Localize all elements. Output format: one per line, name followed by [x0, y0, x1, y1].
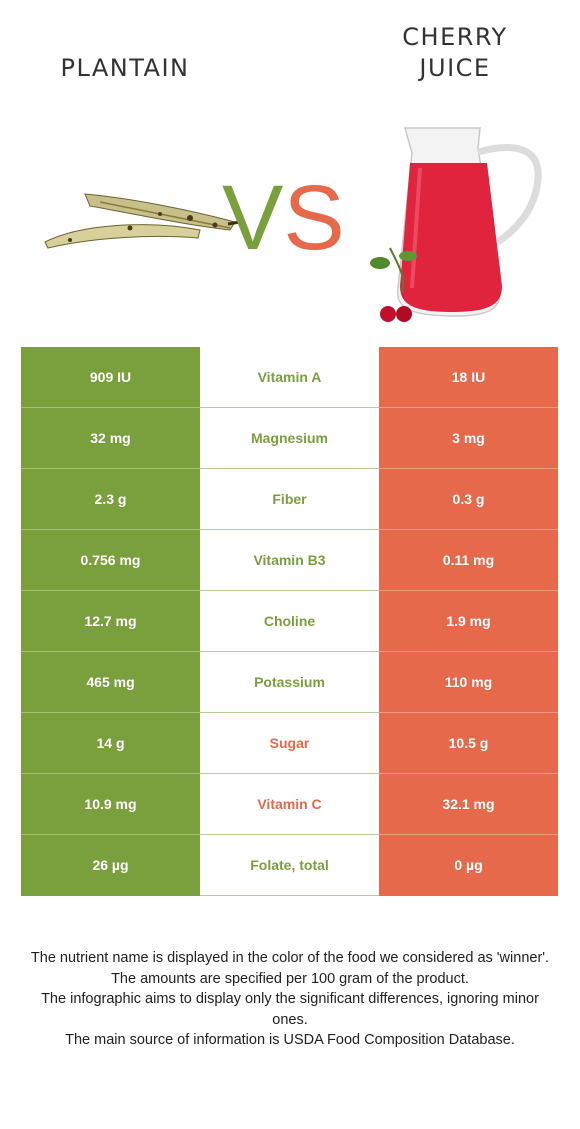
left-value: 32 mg [21, 407, 200, 469]
vs-v: V [222, 167, 284, 269]
footnote-significance: The infographic aims to display only the… [41, 991, 539, 1028]
left-value: 10.9 mg [21, 773, 200, 835]
table-row: 0.756 mg Vitamin B3 0.11 mg [21, 529, 558, 591]
plantain-image [44, 193, 240, 249]
right-value: 3 mg [379, 407, 558, 469]
right-value: 1.9 mg [379, 590, 558, 652]
table-row: 465 mg Potassium 110 mg [21, 651, 558, 713]
nutrient-name: Vitamin B3 [200, 529, 379, 591]
left-value: 909 IU [21, 347, 200, 408]
right-value: 10.5 g [379, 712, 558, 774]
right-food-name: CHERRY JUICE [402, 23, 508, 82]
table-row: 12.7 mg Choline 1.9 mg [21, 590, 558, 652]
vs-label: VS [222, 168, 345, 268]
right-value: 0.3 g [379, 468, 558, 530]
table-row: 26 µg Folate, total 0 µg [21, 834, 558, 896]
left-value: 12.7 mg [21, 590, 200, 652]
left-value: 14 g [21, 712, 200, 774]
table-row: 14 g Sugar 10.5 g [21, 712, 558, 774]
left-value: 2.3 g [21, 468, 200, 530]
right-value: 32.1 mg [379, 773, 558, 835]
cherry-juice-pitcher-image [370, 127, 542, 322]
nutrient-name: Vitamin C [200, 773, 379, 835]
nutrient-name: Magnesium [200, 407, 379, 469]
left-value: 0.756 mg [21, 529, 200, 591]
left-value: 26 µg [21, 834, 200, 896]
nutrient-comparison-table: 909 IU Vitamin A 18 IU 32 mg Magnesium 3 mg 2.… [21, 347, 558, 896]
table-row: 10.9 mg Vitamin C 32.1 mg [21, 773, 558, 835]
vs-s: S [283, 167, 345, 269]
footnote-winner: The nutrient name is displayed in the co… [30, 950, 550, 966]
nutrient-name: Sugar [200, 712, 379, 774]
table-row: 32 mg Magnesium 3 mg [21, 407, 558, 469]
right-value: 0.11 mg [379, 529, 558, 591]
right-value: 0 µg [379, 834, 558, 896]
table-row: 2.3 g Fiber 0.3 g [21, 468, 558, 530]
nutrient-name: Folate, total [200, 834, 379, 896]
left-food-name: PLANTAIN [60, 54, 190, 82]
table-row: 909 IU Vitamin A 18 IU [21, 347, 558, 408]
right-value: 18 IU [379, 347, 558, 408]
footnotes: The nutrient name is displayed in the co… [30, 948, 550, 1051]
footnote-amounts: The amounts are specified per 100 gram o… [111, 970, 469, 987]
nutrient-name: Fiber [200, 468, 379, 530]
right-value: 110 mg [379, 651, 558, 713]
nutrient-name: Choline [200, 590, 379, 652]
footnote-source: The main source of information is USDA F… [65, 1032, 515, 1048]
nutrient-name: Potassium [200, 651, 379, 713]
left-value: 465 mg [21, 651, 200, 713]
nutrient-name: Vitamin A [200, 347, 379, 408]
